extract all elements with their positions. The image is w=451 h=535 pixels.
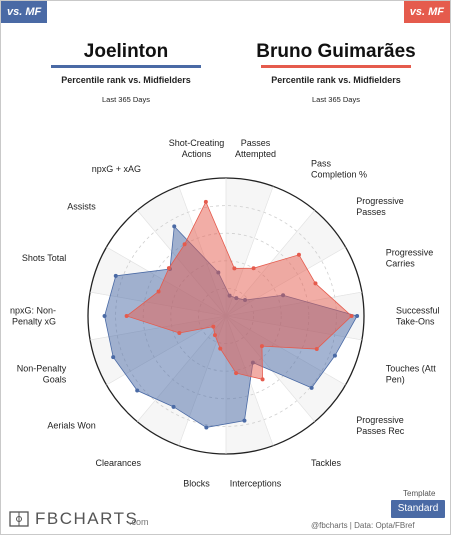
- logo-domain: .com: [129, 517, 149, 527]
- logo-wordmark: FBCHARTS: [35, 509, 139, 528]
- player1-subtitle: Percentile rank vs. Midfielders: [61, 75, 191, 85]
- player2-data-point: [296, 252, 301, 257]
- player1-name: Joelinton: [83, 41, 169, 62]
- player2-data-point: [218, 346, 223, 351]
- player1-period: Last 365 Days: [102, 95, 150, 104]
- player1-comparison-tag[interactable]: vs. MF: [1, 1, 48, 23]
- player2-data-point: [259, 344, 264, 349]
- player2-data-point: [349, 314, 354, 318]
- axis-label: Tackles: [311, 458, 342, 468]
- axis-label: Progressive Passes: [356, 196, 404, 217]
- player1-data-point: [332, 353, 337, 358]
- axis-label: npxG: Non-Penalty xG: [10, 306, 56, 327]
- axis-label: Interceptions: [230, 478, 282, 488]
- player1-data-point: [204, 425, 209, 430]
- axis-label: Shot-Creating Actions: [169, 138, 225, 159]
- player2-data-point: [260, 377, 265, 382]
- data-credit: @fbcharts | Data: Opta/FBref: [311, 521, 415, 530]
- player1-data-point: [242, 418, 247, 423]
- logo-icon: [9, 511, 29, 527]
- player2-subtitle: Percentile rank vs. Midfielders: [271, 75, 401, 85]
- player2-data-point: [211, 324, 216, 329]
- template-label: Template: [403, 489, 436, 498]
- player2-data-point: [177, 330, 182, 335]
- axis-label: Non-Penalty Goals: [17, 364, 67, 385]
- player1-data-point: [102, 314, 107, 318]
- axis-label: Touches (Att Pen): [386, 364, 437, 385]
- player2-data-point: [314, 347, 319, 352]
- player1-data-point: [171, 404, 176, 409]
- player2-data-point: [232, 266, 237, 271]
- axis-label: Successful Take-Ons: [396, 306, 440, 327]
- player2-data-point: [124, 314, 129, 318]
- axis-label: Progressive Passes Rec: [356, 415, 405, 436]
- player2-data-point: [166, 266, 171, 271]
- axis-label: Assists: [67, 202, 96, 212]
- player1-underline: [51, 65, 201, 68]
- player2-data-point: [203, 199, 208, 204]
- player2-data-point: [156, 289, 161, 294]
- axis-label: Aerials Won: [47, 420, 95, 430]
- radar-chart: Passes Attempted Pass Completion % Progressi…: [10, 138, 440, 488]
- player2-comparison-tag[interactable]: vs. MF: [403, 1, 450, 23]
- axis-label: Progressive Carries: [386, 247, 434, 268]
- player1-data-point: [111, 355, 116, 360]
- player1-data-point: [309, 385, 314, 390]
- player2-data-point: [182, 242, 187, 247]
- player2-period: Last 365 Days: [312, 95, 360, 104]
- player2-underline: [261, 65, 411, 68]
- player2-data-point: [313, 281, 318, 286]
- axis-label: Passes Attempted: [235, 138, 276, 159]
- template-standard-button[interactable]: Standard: [391, 500, 445, 518]
- player2-data-point: [212, 333, 217, 338]
- player1-data-point: [113, 273, 118, 278]
- player2-name: Bruno Guimarães: [256, 41, 416, 62]
- player1-data-point: [135, 388, 140, 393]
- axis-label: Pass Completion %: [311, 158, 367, 179]
- axis-label: npxG + xAG: [92, 164, 141, 174]
- player1-data-point: [172, 224, 177, 229]
- player2-data-point: [251, 266, 256, 271]
- axis-label: Blocks: [183, 478, 210, 488]
- player2-data-point: [234, 371, 239, 376]
- axis-label: Shots Total: [22, 253, 66, 263]
- player1-data-point: [355, 314, 360, 318]
- axis-label: Clearances: [95, 458, 141, 468]
